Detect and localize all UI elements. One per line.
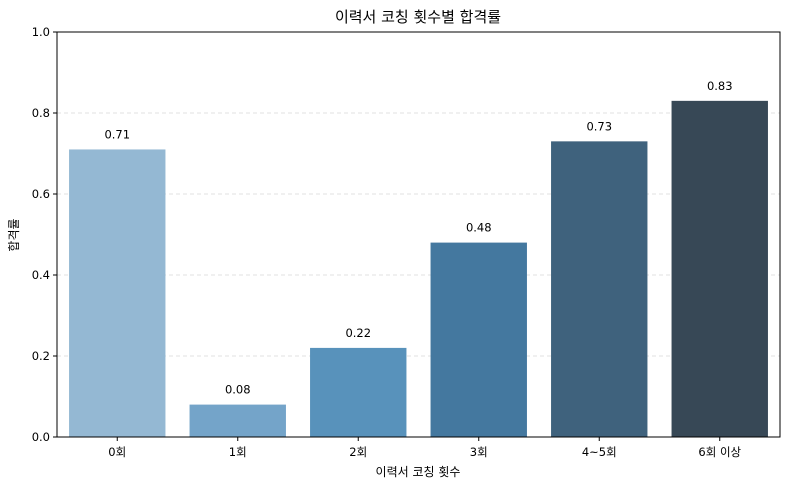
y-tick-label: 0.8 bbox=[32, 106, 50, 120]
y-axis-ticks: 0.0 0.2 0.4 0.6 0.8 1.0 bbox=[32, 25, 57, 444]
y-axis-label: 합격률 bbox=[7, 218, 21, 251]
y-tick-label: 1.0 bbox=[32, 25, 50, 39]
bar bbox=[551, 141, 648, 437]
bars bbox=[69, 100, 768, 437]
plot-frame bbox=[56, 31, 781, 438]
bar bbox=[69, 149, 166, 437]
data-labels: 0.71 0.08 0.22 0.48 0.73 0.83 bbox=[104, 79, 732, 397]
x-tick-label: 2회 bbox=[349, 445, 367, 459]
data-label: 0.22 bbox=[345, 326, 371, 340]
chart-title: 이력서 코칭 횟수별 합격률 bbox=[335, 8, 501, 26]
x-axis-label: 이력서 코칭 횟수 bbox=[376, 465, 461, 479]
y-tick-label: 0.2 bbox=[32, 349, 50, 363]
x-tick-label: 6회 이상 bbox=[698, 445, 741, 459]
y-tick-label: 0.6 bbox=[32, 187, 50, 201]
data-label: 0.48 bbox=[466, 221, 492, 235]
x-tick-label: 3회 bbox=[470, 445, 488, 459]
data-label: 0.73 bbox=[586, 119, 612, 133]
bar bbox=[310, 347, 407, 437]
bar bbox=[189, 404, 286, 437]
x-axis-ticks: 0회 1회 2회 3회 4~5회 6회 이상 bbox=[108, 437, 742, 459]
y-tick-label: 0.4 bbox=[32, 268, 50, 282]
bar bbox=[671, 100, 768, 437]
x-tick-label: 0회 bbox=[108, 445, 126, 459]
x-tick-label: 4~5회 bbox=[582, 445, 617, 459]
y-tick-label: 0.0 bbox=[32, 430, 50, 444]
data-label: 0.71 bbox=[104, 127, 130, 141]
x-tick-label: 1회 bbox=[229, 445, 247, 459]
grid-lines bbox=[57, 112, 780, 357]
bar bbox=[430, 242, 527, 437]
data-label: 0.83 bbox=[707, 79, 733, 93]
data-label: 0.08 bbox=[225, 383, 251, 397]
